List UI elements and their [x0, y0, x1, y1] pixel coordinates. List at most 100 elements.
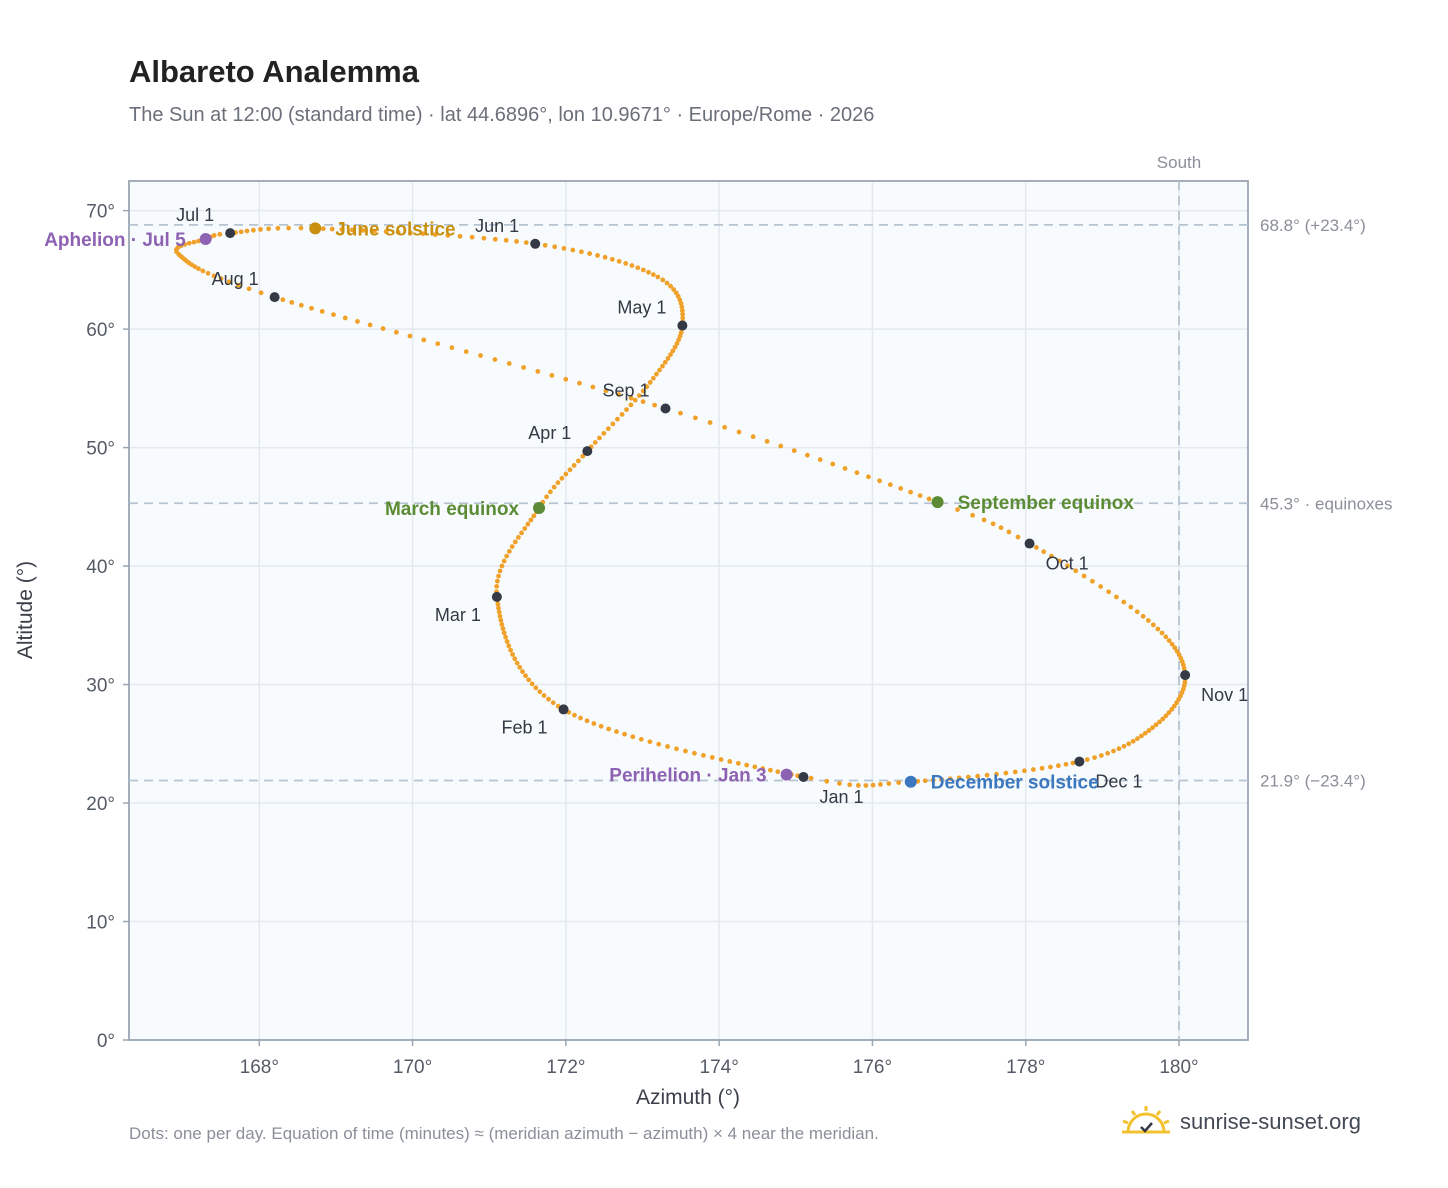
- day-dot: [680, 311, 686, 317]
- day-dot: [196, 238, 201, 244]
- day-dot: [632, 397, 638, 403]
- x-tick-label: 168°: [240, 1057, 279, 1078]
- day-dot: [280, 297, 286, 303]
- day-dot: [1159, 630, 1165, 636]
- event-marker: [904, 775, 917, 788]
- day-dot: [481, 235, 487, 241]
- month-marker: [1180, 670, 1191, 681]
- day-dot: [503, 237, 509, 243]
- day-dot: [266, 226, 271, 232]
- day-dot: [837, 781, 842, 786]
- day-dot: [597, 435, 602, 441]
- y-tick-label: 0°: [97, 1031, 115, 1052]
- day-dot: [956, 775, 962, 781]
- day-dot: [555, 480, 561, 486]
- day-dot: [654, 371, 659, 377]
- month-label: Nov 1: [1201, 685, 1248, 705]
- x-tick-label: 180°: [1159, 1057, 1198, 1078]
- day-dot: [791, 448, 797, 454]
- day-dot: [975, 773, 981, 779]
- day-dot: [965, 774, 971, 780]
- day-dot: [432, 232, 438, 237]
- day-dot: [640, 399, 646, 405]
- day-dot: [629, 263, 635, 268]
- day-dot: [567, 467, 573, 473]
- day-dot: [591, 721, 597, 726]
- day-dot: [673, 290, 679, 296]
- day-dot: [847, 782, 853, 788]
- day-dot: [638, 736, 644, 742]
- day-dot: [866, 474, 871, 480]
- day-dot: [700, 752, 706, 758]
- day-dot: [500, 626, 506, 632]
- day-dot: [970, 512, 976, 518]
- day-dot: [635, 265, 641, 271]
- day-dot: [537, 689, 543, 695]
- day-dot: [575, 458, 581, 464]
- day-dot: [1150, 622, 1156, 628]
- day-dot: [528, 517, 534, 523]
- day-dot: [998, 525, 1004, 531]
- day-dot: [512, 539, 518, 545]
- plot-area: [129, 181, 1248, 1040]
- day-dot: [640, 267, 646, 273]
- day-dot: [495, 601, 501, 607]
- day-dot: [182, 242, 188, 247]
- day-dot: [1130, 738, 1136, 744]
- day-dot: [309, 305, 314, 311]
- chart-subtitle: The Sun at 12:00 (standard time) · lat 4…: [129, 104, 875, 126]
- reference-line-label: 45.3° · equinoxes: [1260, 494, 1393, 513]
- day-dot: [616, 392, 622, 397]
- day-dot: [1121, 743, 1127, 749]
- day-dot: [744, 762, 750, 768]
- day-dot: [647, 380, 653, 385]
- day-dot: [250, 227, 256, 233]
- day-dot: [878, 782, 883, 787]
- day-dot: [830, 461, 836, 467]
- day-dot: [246, 286, 252, 292]
- x-tick-label: 174°: [700, 1057, 739, 1078]
- day-dot: [609, 256, 615, 262]
- day-dot: [329, 226, 335, 232]
- day-dot: [855, 783, 861, 788]
- day-dot: [494, 578, 500, 584]
- day-dot: [1034, 545, 1039, 550]
- day-dot: [922, 778, 928, 784]
- day-dot: [680, 315, 686, 321]
- day-dot: [497, 613, 503, 619]
- day-dot: [926, 496, 932, 502]
- day-dot: [615, 416, 620, 422]
- day-dot: [1048, 764, 1053, 770]
- day-dot: [469, 234, 475, 240]
- day-dot: [535, 369, 541, 374]
- day-dot: [579, 249, 584, 255]
- day-dot: [499, 622, 505, 627]
- day-dot: [735, 760, 741, 766]
- day-dot: [646, 269, 651, 275]
- day-dot: [1090, 578, 1095, 584]
- day-dot: [457, 233, 463, 239]
- day-dot: [331, 312, 336, 318]
- day-dot: [1111, 748, 1116, 754]
- day-dot: [1081, 573, 1087, 579]
- day-dot: [672, 344, 678, 350]
- day-dot: [628, 395, 634, 401]
- day-dot: [550, 700, 556, 706]
- day-dot: [768, 767, 773, 773]
- month-marker: [491, 591, 502, 602]
- day-dot: [863, 783, 869, 788]
- day-dot: [644, 384, 650, 390]
- day-dot: [580, 453, 586, 459]
- day-dot: [808, 775, 814, 781]
- month-marker: [1024, 538, 1035, 549]
- brand-logo[interactable]: sunrise-sunset.org: [1120, 1104, 1361, 1140]
- day-dot: [990, 521, 996, 527]
- day-dot: [664, 280, 670, 286]
- event-label: March equinox: [385, 499, 520, 520]
- day-dot: [1098, 584, 1104, 589]
- day-dot: [592, 440, 598, 445]
- day-dot: [947, 776, 953, 782]
- day-dot: [930, 777, 936, 783]
- day-dot: [939, 777, 944, 782]
- month-marker: [225, 228, 236, 239]
